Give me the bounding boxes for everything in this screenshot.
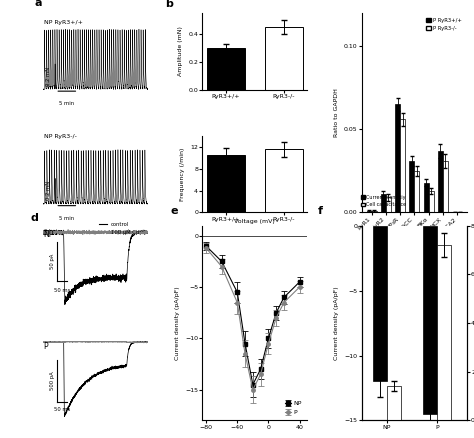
Bar <box>387 386 401 420</box>
Bar <box>381 194 386 212</box>
Text: 50 pA: 50 pA <box>50 254 55 269</box>
Bar <box>443 161 448 212</box>
Text: NP RyR3+/+: NP RyR3+/+ <box>44 20 82 25</box>
Text: 5 min: 5 min <box>59 101 74 106</box>
Bar <box>367 211 372 212</box>
Bar <box>428 191 434 212</box>
Text: 50 ms: 50 ms <box>54 406 70 412</box>
Title: Voltage (mV): Voltage (mV) <box>235 219 275 224</box>
Bar <box>386 198 391 212</box>
Y-axis label: Ratio to GAPDH: Ratio to GAPDH <box>334 88 338 137</box>
Bar <box>437 245 451 420</box>
Y-axis label: Current density (pA/pF): Current density (pA/pF) <box>334 286 339 360</box>
Y-axis label: Current density (pA/pF): Current density (pA/pF) <box>174 286 180 360</box>
Legend: P RyR3+/+, P RyR3-/-: P RyR3+/+, P RyR3-/- <box>424 16 464 33</box>
Y-axis label: Amplitude (mN): Amplitude (mN) <box>178 27 182 76</box>
Text: a: a <box>34 0 42 8</box>
Text: 0.2 mN: 0.2 mN <box>46 181 51 200</box>
Bar <box>207 155 245 212</box>
Y-axis label: Frequency (/min): Frequency (/min) <box>180 148 185 201</box>
Text: NP RyR3-/-: NP RyR3-/- <box>44 134 77 139</box>
Bar <box>265 27 302 90</box>
Text: 50 ms: 50 ms <box>54 289 70 293</box>
Bar <box>400 120 405 212</box>
Bar <box>438 151 443 212</box>
Text: 5 min: 5 min <box>59 216 74 221</box>
Text: b: b <box>165 0 173 9</box>
Text: 0.2 mN: 0.2 mN <box>46 67 51 86</box>
Bar <box>395 105 400 212</box>
Bar <box>207 48 245 90</box>
Bar <box>373 226 387 381</box>
Legend: Current densitiy, Cell capacitance: Current densitiy, Cell capacitance <box>359 193 409 209</box>
Bar <box>265 149 302 212</box>
Text: f: f <box>318 206 323 216</box>
Text: 500 pA: 500 pA <box>50 372 55 390</box>
Bar <box>424 183 428 212</box>
Legend: NP, P: NP, P <box>283 399 304 417</box>
Bar <box>372 211 377 212</box>
Text: e: e <box>171 206 178 216</box>
Bar <box>414 171 419 212</box>
Text: d: d <box>30 212 38 223</box>
Text: NP: NP <box>44 230 54 239</box>
Legend: control, 100 μM Cd²⁺: control, 100 μM Cd²⁺ <box>97 220 146 237</box>
Bar <box>410 161 414 212</box>
Bar <box>423 226 437 414</box>
Text: P: P <box>44 342 48 351</box>
